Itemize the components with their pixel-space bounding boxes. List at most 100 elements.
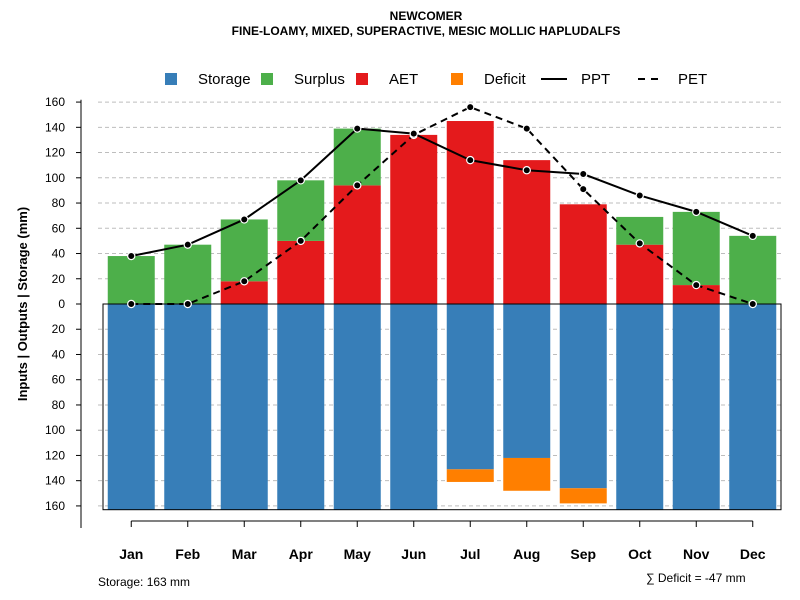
ppt-point <box>522 166 531 175</box>
storage-bar <box>672 304 720 510</box>
storage-bar <box>164 304 212 510</box>
y-tick-label: 120 <box>45 146 65 160</box>
pet-point <box>692 280 701 290</box>
ppt-point <box>579 169 588 179</box>
storage-legend-swatch <box>165 73 177 85</box>
x-tick-label: Nov <box>683 546 710 562</box>
x-tick-label: Sep <box>570 546 596 562</box>
storage-bar <box>390 304 438 510</box>
y-tick-label: 100 <box>45 423 65 437</box>
ppt-point <box>466 155 475 165</box>
bars <box>102 121 782 511</box>
storage-bar <box>220 304 268 510</box>
grid-lines <box>98 101 781 507</box>
y-tick-label: 140 <box>45 120 65 134</box>
aet-bar <box>333 185 381 304</box>
deficit-bar <box>503 457 551 491</box>
surplus-bar <box>107 256 155 304</box>
ppt-point <box>692 207 701 217</box>
ppt-point <box>183 240 192 249</box>
pet-point <box>466 102 475 112</box>
y-tick-label: 40 <box>52 247 66 261</box>
y-tick-label: 160 <box>45 499 65 513</box>
ppt-line <box>131 127 754 258</box>
y-axis-title: Inputs | Outputs | Storage (mm) <box>15 207 30 401</box>
legend: Storage Surplus AET Deficit PPT PET <box>165 71 707 88</box>
axes: 160 140 120 100 80 60 40 20 0 20 40 60 80 100 120 140 16… <box>45 95 766 562</box>
y-tick-label: 120 <box>45 448 65 462</box>
x-tick-label: Aug <box>513 546 540 562</box>
aet-bar <box>559 204 607 304</box>
storage-note: Storage: 163 mm <box>98 575 190 589</box>
storage-bar <box>729 304 777 510</box>
deficit-bar <box>446 469 494 482</box>
ppt-point <box>748 231 757 241</box>
storage-legend-label: Storage <box>198 71 251 88</box>
pet-point <box>579 184 588 194</box>
aet-bar <box>277 240 325 304</box>
ppt-point <box>240 215 249 224</box>
pet-point <box>353 181 362 190</box>
chart-title: NEWCOMER <box>390 9 463 23</box>
storage-bar <box>446 304 494 470</box>
storage-bar <box>503 304 551 458</box>
pet-point <box>183 299 192 309</box>
pet-point <box>748 299 757 309</box>
storage-bar <box>333 304 381 510</box>
storage-bar <box>559 304 607 489</box>
y-tick-label: 100 <box>45 171 65 185</box>
y-tick-label: 80 <box>52 398 66 412</box>
aet-bar <box>503 160 551 304</box>
deficit-legend-swatch <box>451 73 463 85</box>
pet-point <box>127 299 136 309</box>
aet-bar <box>446 121 494 304</box>
aet-bar <box>220 281 268 304</box>
ppt-point <box>127 251 136 261</box>
aet-legend-swatch <box>356 73 368 85</box>
y-tick-label: 80 <box>52 196 66 210</box>
surplus-legend-swatch <box>261 73 273 85</box>
pet-legend-label: PET <box>678 71 707 88</box>
pet-point <box>635 239 644 248</box>
ppt-point <box>635 191 644 200</box>
surplus-bar <box>220 219 268 282</box>
x-tick-label: May <box>344 546 371 562</box>
ppt-point <box>296 176 305 185</box>
ppt-point <box>353 124 362 133</box>
x-tick-label: Mar <box>232 546 257 562</box>
surplus-bar <box>333 128 381 186</box>
aet-bar <box>390 134 438 304</box>
storage-bar <box>107 304 155 510</box>
y-tick-label: 60 <box>52 373 66 387</box>
x-tick-label: Jul <box>460 546 480 562</box>
y-tick-label: 0 <box>58 297 65 311</box>
surplus-bar <box>164 244 212 304</box>
y-tick-label: 140 <box>45 474 65 488</box>
x-tick-label: Dec <box>740 546 766 562</box>
pet-line <box>131 106 754 305</box>
pet-point <box>240 277 249 286</box>
storage-bar <box>277 304 325 510</box>
x-tick-label: Jan <box>119 546 143 562</box>
y-tick-label: 20 <box>52 322 66 336</box>
aet-bar <box>616 244 664 304</box>
surplus-bar <box>277 180 325 241</box>
deficit-bar <box>559 488 607 504</box>
y-tick-label: 20 <box>52 272 66 286</box>
surplus-legend-label: Surplus <box>294 71 345 88</box>
deficit-note: ∑ Deficit = -47 mm <box>646 571 746 585</box>
series-lines <box>127 102 757 309</box>
aet-legend-label: AET <box>389 71 418 88</box>
ppt-point <box>409 129 418 138</box>
storage-bar <box>616 304 664 510</box>
y-tick-label: 60 <box>52 221 66 235</box>
y-tick-label: 40 <box>52 347 66 361</box>
deficit-legend-label: Deficit <box>484 71 527 88</box>
ppt-legend-label: PPT <box>581 71 610 88</box>
chart-subtitle: FINE-LOAMY, MIXED, SUPERACTIVE, MESIC MO… <box>232 24 621 38</box>
x-tick-label: Jun <box>401 546 426 562</box>
surplus-bar <box>729 235 777 304</box>
x-tick-label: Apr <box>289 546 314 562</box>
pet-point <box>296 236 305 246</box>
